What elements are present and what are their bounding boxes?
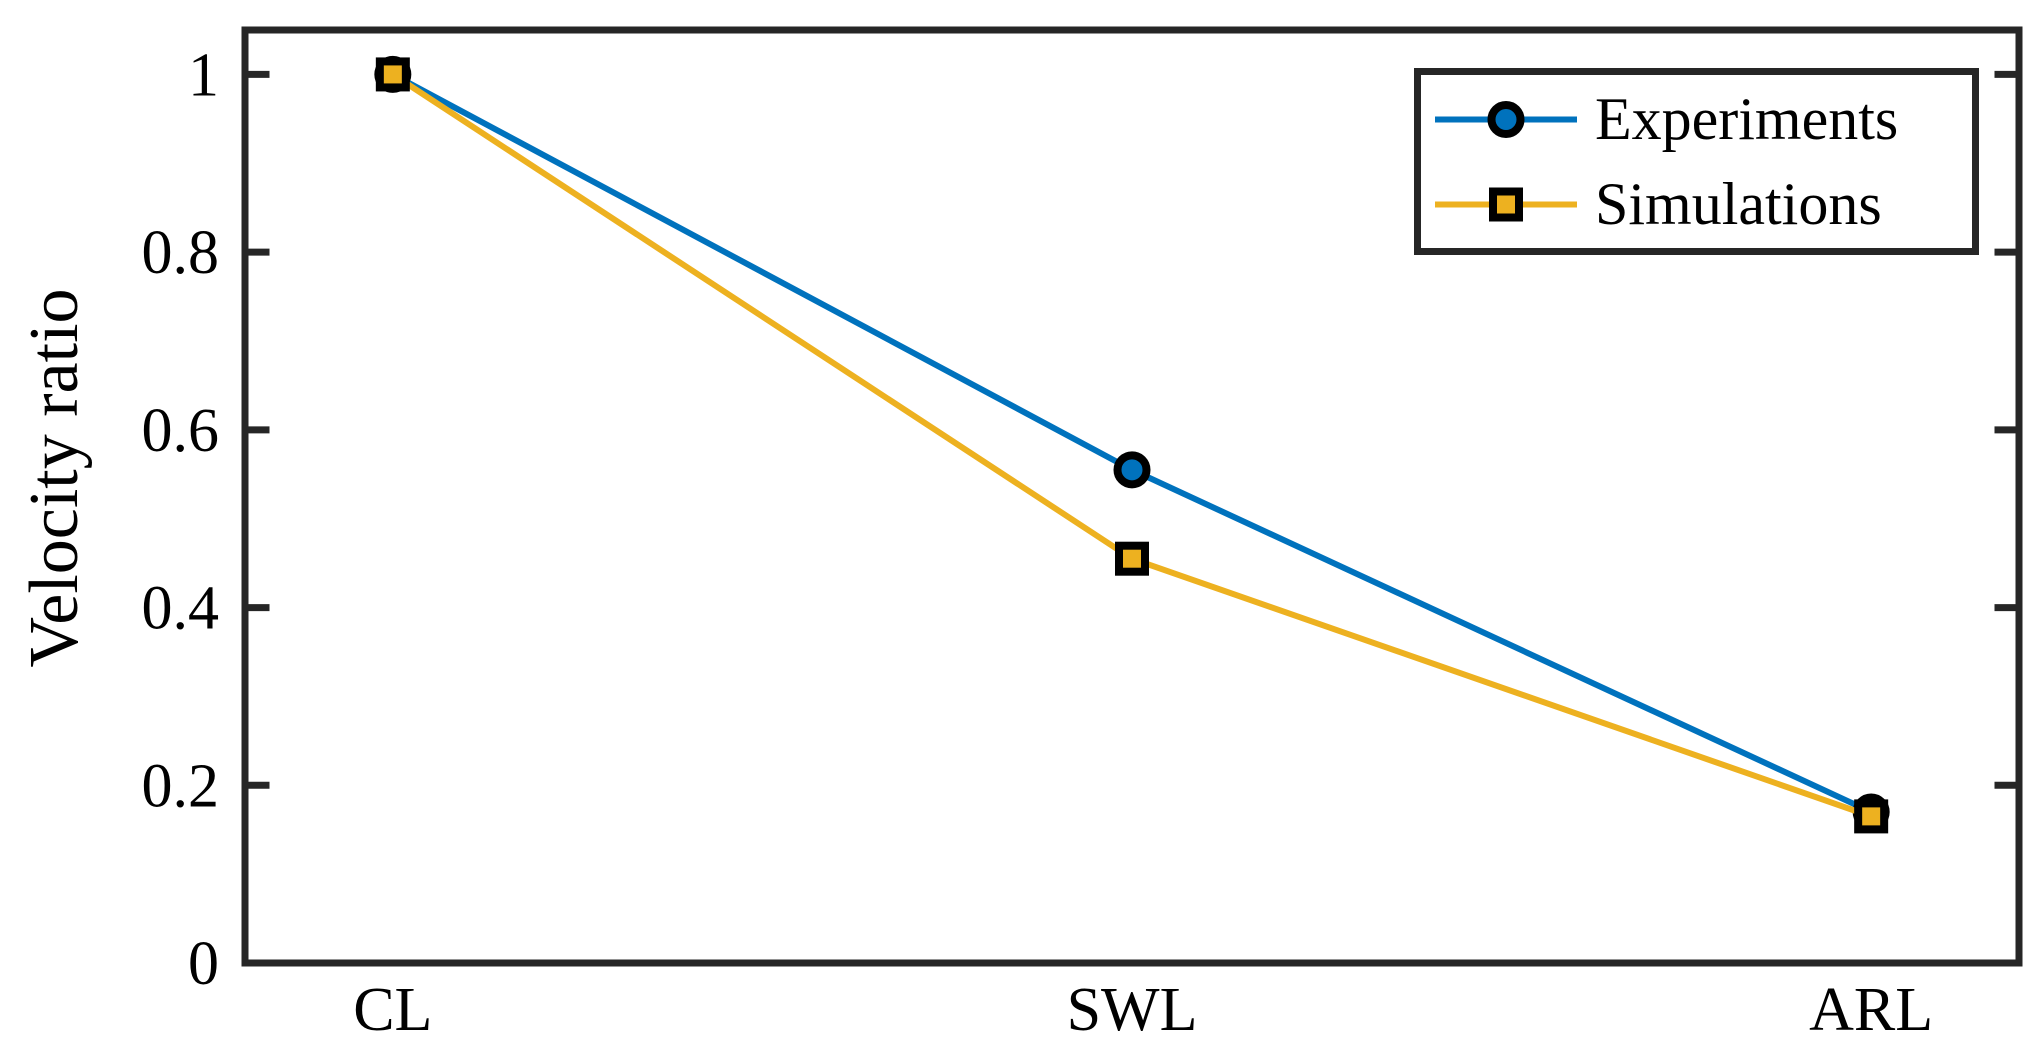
legend-sample-line-circle-icon: [1435, 100, 1577, 138]
legend: Experiments Simulations: [1414, 68, 1979, 255]
legend-label-experiments: Experiments: [1595, 86, 1899, 152]
y-axis-label: Velocity ratio: [16, 288, 93, 668]
legend-label-simulations: Simulations: [1595, 171, 1882, 237]
data-point-square-simulations: [1115, 541, 1149, 576]
y-tick-label: 0.6: [142, 397, 220, 465]
x-tick-label: CL: [353, 976, 432, 1044]
data-point-square-simulations: [1854, 799, 1889, 834]
y-tick-label: 0.8: [142, 219, 220, 287]
x-tick-label: SWL: [1067, 976, 1198, 1044]
axes-frame: [241, 26, 2023, 967]
y-tick-label: 0: [188, 930, 219, 998]
legend-entry-simulations: Simulations: [1421, 162, 1972, 247]
legend-sample-line-square-icon: [1435, 187, 1577, 221]
data-point-square-simulations: [375, 57, 410, 92]
y-tick-label: 0.2: [142, 752, 220, 820]
y-tick-label: 0.4: [142, 575, 220, 643]
y-tick-label: 1: [188, 41, 219, 109]
legend-entry-experiments: Experiments: [1421, 77, 1972, 162]
x-tick-label: ARL: [1809, 976, 1933, 1044]
data-point-circle-experiments: [1113, 451, 1151, 489]
